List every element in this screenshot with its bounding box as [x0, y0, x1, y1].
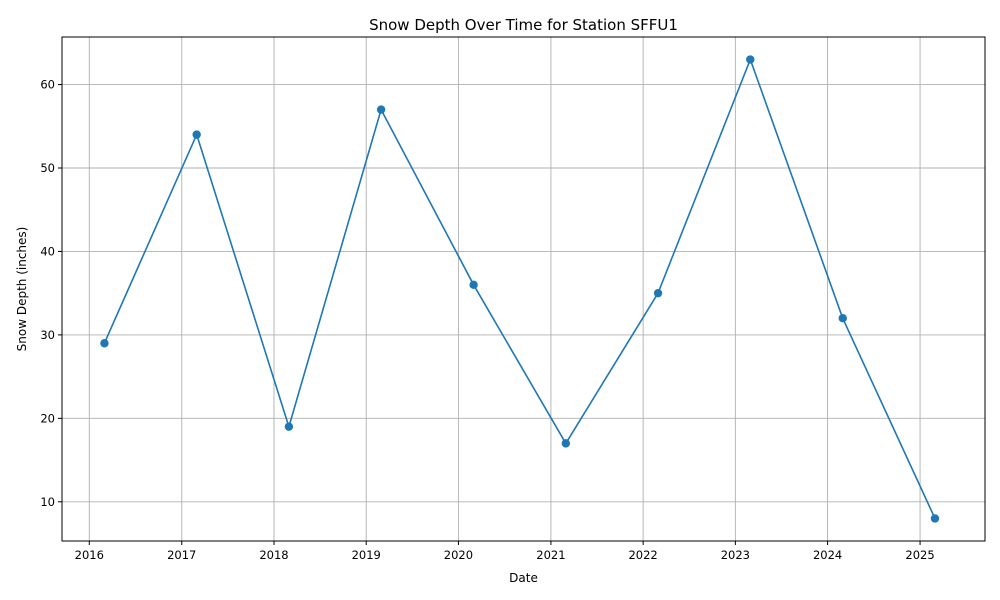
y-tick-label: 30: [40, 328, 55, 342]
data-point: [469, 280, 478, 290]
x-tick-label: 2020: [444, 548, 473, 562]
x-tick-label: 2016: [75, 548, 104, 562]
data-point: [930, 514, 940, 523]
y-tick-label: 40: [40, 244, 55, 258]
axis-ticks: 2016 2017 2018 2019 2020 2021 2022 2023 2024 2025…: [40, 78, 934, 562]
x-tick-label: 2024: [813, 548, 842, 562]
x-tick-label: 2019: [352, 548, 381, 562]
x-tick-label: 2025: [905, 548, 934, 562]
y-tick-label: 50: [40, 161, 55, 175]
data-point: [746, 55, 755, 64]
y-tick-label: 10: [40, 495, 55, 509]
grid: [62, 37, 985, 541]
data-point: [561, 439, 571, 448]
series-snow-depth: [100, 55, 940, 523]
data-point: [838, 314, 847, 323]
series-line: [103, 57, 936, 519]
x-axis-label: Date: [509, 571, 538, 585]
y-tick-label: 20: [40, 411, 55, 425]
plot-frame: [61, 36, 986, 542]
x-tick-label: 2021: [536, 548, 565, 562]
x-tick-label: 2022: [628, 548, 657, 562]
data-point: [100, 339, 109, 348]
x-tick-label: 2017: [167, 548, 196, 562]
data-point: [376, 105, 386, 114]
y-axis-label: Snow Depth (inches): [15, 227, 29, 352]
x-tick-label: 2018: [259, 548, 288, 562]
x-tick-label: 2023: [721, 548, 750, 562]
data-point: [653, 288, 663, 298]
data-point: [192, 130, 201, 139]
data-point: [284, 422, 294, 431]
chart-title: Snow Depth Over Time for Station SFFU1: [369, 16, 678, 34]
y-tick-label: 60: [40, 78, 55, 92]
